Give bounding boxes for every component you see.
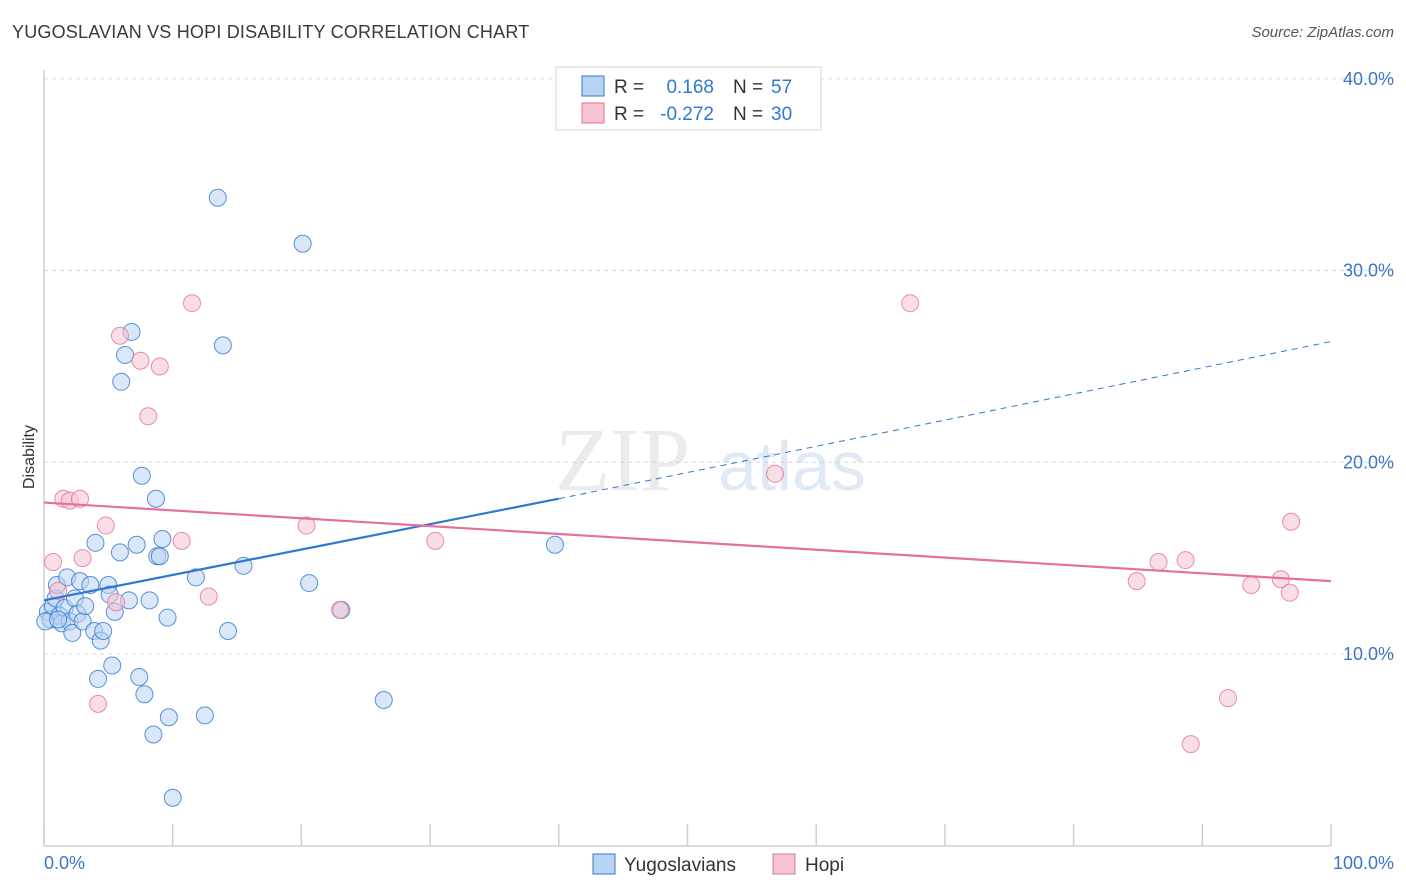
yugoslavians-point xyxy=(158,608,177,627)
legend-n-value-2: 30 xyxy=(771,104,792,125)
yugoslavians-point xyxy=(144,725,163,744)
legend-r-label-2: R = xyxy=(614,104,644,125)
yugoslavians-point xyxy=(89,669,108,688)
bottom-legend-swatch-yugoslavians xyxy=(592,853,616,875)
yugoslavians-point xyxy=(63,623,82,642)
yugoslavians-point xyxy=(208,188,227,207)
y-tick-labels: 10.0% 20.0% 30.0% 40.0% xyxy=(1343,69,1394,664)
yugoslavians-point xyxy=(186,568,205,587)
hopi-point xyxy=(71,489,90,508)
grid-lines xyxy=(44,78,1392,655)
yugoslavians-point xyxy=(545,535,564,554)
hopi-point xyxy=(1242,575,1261,594)
y-tick-label-10: 10.0% xyxy=(1343,644,1394,664)
yugoslavians-point xyxy=(116,345,135,364)
legend-swatch-blue xyxy=(581,75,605,97)
yugoslavians-point xyxy=(293,234,312,253)
x-tick-label-min: 0.0% xyxy=(44,853,85,873)
yugoslavians-point xyxy=(140,591,159,610)
yugoslavians-point xyxy=(76,597,95,616)
hopi-point xyxy=(901,294,920,313)
yugoslavians-point xyxy=(135,685,154,704)
y-tick-label-30: 30.0% xyxy=(1343,261,1394,281)
y-axis-label: Disability xyxy=(21,425,38,489)
correlation-legend: R = 0.168 N = 57 R = -0.272 N = 30 xyxy=(555,66,822,131)
legend-r-label-1: R = xyxy=(614,77,644,98)
yugoslavians-point xyxy=(219,621,238,640)
series-legend: Yugoslavians Hopi xyxy=(592,853,844,876)
series-yugoslavians-points xyxy=(36,188,564,807)
yugoslavians-point xyxy=(374,691,393,710)
hopi-point xyxy=(1282,512,1301,531)
watermark-atlas: atlas xyxy=(718,427,866,505)
legend-r-value-1: 0.168 xyxy=(666,77,714,98)
bottom-legend-label-hopi: Hopi xyxy=(805,855,844,876)
trend-line-hopi xyxy=(43,501,1332,583)
hopi-point xyxy=(107,593,126,612)
legend-swatch-pink xyxy=(581,102,605,124)
chart-title: YUGOSLAVIAN VS HOPI DISABILITY CORRELATI… xyxy=(12,22,530,42)
legend-n-value-1: 57 xyxy=(771,77,792,98)
yugoslavians-point xyxy=(112,372,131,391)
hopi-point xyxy=(1181,735,1200,754)
trend-line-yugoslavians xyxy=(43,497,560,602)
yugoslavians-point xyxy=(94,621,113,640)
yugoslavians-point xyxy=(195,706,214,725)
yugoslavians-point xyxy=(150,547,169,566)
x-tick-label-max: 100.0% xyxy=(1333,853,1394,873)
hopi-point xyxy=(1280,583,1299,602)
hopi-point xyxy=(150,357,169,376)
hopi-point xyxy=(331,600,350,619)
hopi-point xyxy=(1149,552,1168,571)
series-hopi-points xyxy=(44,294,1301,754)
bottom-legend-label-yugoslavians: Yugoslavians xyxy=(624,855,736,876)
hopi-point xyxy=(73,549,92,568)
yugoslavians-point xyxy=(103,656,122,675)
hopi-point xyxy=(426,531,445,550)
hopi-point xyxy=(1219,689,1238,708)
yugoslavians-point xyxy=(127,535,146,554)
legend-r-value-2: -0.272 xyxy=(660,104,714,125)
hopi-point xyxy=(110,326,129,345)
hopi-point xyxy=(131,351,150,370)
yugoslavians-point xyxy=(153,529,172,548)
watermark-zip: ZIP xyxy=(555,411,690,510)
bottom-legend-swatch-hopi xyxy=(772,853,796,875)
watermark: ZIP atlas xyxy=(555,411,866,510)
hopi-point xyxy=(44,552,63,571)
hopi-point xyxy=(172,531,191,550)
y-tick-label-40: 40.0% xyxy=(1343,69,1394,89)
legend-n-label-2: N = xyxy=(733,104,763,125)
legend-n-label-1: N = xyxy=(733,77,763,98)
hopi-point xyxy=(766,464,785,483)
yugoslavians-point xyxy=(86,533,105,552)
hopi-point xyxy=(183,294,202,313)
yugoslavians-point xyxy=(300,574,319,593)
yugoslavians-point xyxy=(49,610,68,629)
yugoslavians-point xyxy=(132,466,151,485)
hopi-point xyxy=(199,587,218,606)
hopi-point xyxy=(89,694,108,713)
hopi-point xyxy=(1127,572,1146,591)
yugoslavians-point xyxy=(130,668,149,687)
trend-lines xyxy=(43,341,1332,602)
hopi-point xyxy=(49,581,68,600)
hopi-point xyxy=(139,407,158,426)
hopi-point xyxy=(96,516,115,535)
yugoslavians-point xyxy=(110,543,129,562)
hopi-point xyxy=(297,516,316,535)
yugoslavians-point xyxy=(163,788,182,807)
hopi-point xyxy=(1176,551,1195,570)
yugoslavians-point xyxy=(146,489,165,508)
x-tick-marks xyxy=(43,824,1332,846)
chart-source: Source: ZipAtlas.com xyxy=(1251,24,1394,41)
yugoslavians-point xyxy=(159,708,178,727)
yugoslavians-point xyxy=(213,336,232,355)
y-tick-label-20: 20.0% xyxy=(1343,452,1394,472)
